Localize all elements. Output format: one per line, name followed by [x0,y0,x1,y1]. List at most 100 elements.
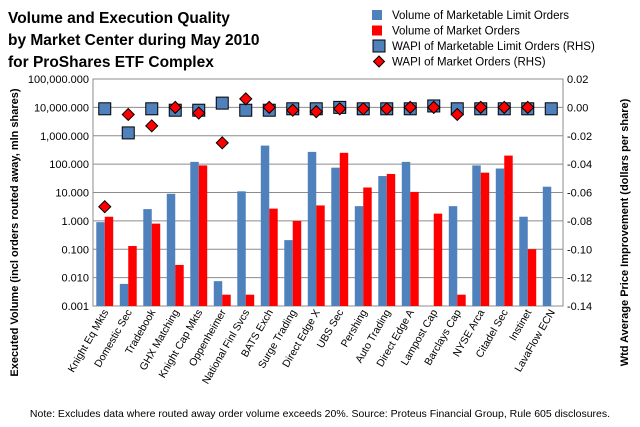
y-left-tick-label: 100.000 [49,159,89,171]
y-left-tick-label: 0.010 [61,273,89,285]
legend-item: Volume of Market Orders [372,25,520,38]
marker-wapi-market-orders [192,106,206,120]
bar-marketable-limit [213,281,223,306]
bar-marketable-limit [143,209,152,306]
legend-item: WAPI of Marketable Limit Orders (RHS) [372,39,595,53]
y-right-tick-label: 0.02 [567,74,588,86]
chart-title-line-1: Volume and Execution Quality [8,10,230,27]
legend-label: WAPI of Marketable Limit Orders (RHS) [392,41,595,53]
bar-market-orders [292,220,302,306]
legend-marker [372,55,386,68]
bar-market-orders [104,216,114,306]
marker-wapi-market-orders [356,102,370,116]
y-right-tick-label: -0.10 [567,244,592,256]
bar-marketable-limit [119,283,129,306]
bar-market-orders [245,294,255,306]
bar-marketable-limit [96,222,105,306]
bar-marketable-limit [284,240,293,306]
marker-wapi-market-orders [262,100,276,115]
y-right-tick-label: -0.06 [567,188,592,200]
marker-wapi-market-orders [380,102,394,116]
bar-marketable-limit [260,145,270,306]
plot-frame [92,78,564,307]
marker-wapi-marketable-limit [145,102,159,116]
marker-wapi-market-orders [474,100,488,115]
bar-market-orders [175,264,184,306]
y-right-tick-label: 0.00 [567,102,588,114]
marker-wapi-marketable-limit [239,103,253,117]
chart-note: Note: Excludes data where routed away or… [30,408,610,420]
legend-label: Volume of Market Orders [392,26,520,38]
bar-market-orders [386,173,396,306]
y-left-tick-label: 1,000.000 [40,131,89,143]
y-right-tick-label: -0.14 [567,301,592,313]
bar-marketable-limit [448,206,458,306]
bar-market-orders [433,213,443,306]
marker-wapi-marketable-limit [215,96,229,110]
bar-market-orders [339,152,349,306]
bar-marketable-limit [401,161,411,306]
marker-wapi-market-orders [121,107,135,122]
bar-marketable-limit [354,206,364,306]
bar-marketable-limit [519,216,528,306]
bar-marketable-limit [237,191,246,306]
legend-label: Volume of Marketable Limit Orders [392,10,569,22]
marker-wapi-market-orders [168,100,182,115]
chart-title-line-3: for ProShares ETF Complex [8,54,214,71]
bar-market-orders [269,208,278,306]
bar-market-orders [198,165,208,306]
bar-marketable-limit [190,161,199,306]
marker-wapi-market-orders [215,136,229,150]
y-left-tick-label: 1.000 [61,216,89,228]
y-right-tick-label: -0.08 [567,216,592,228]
legend-marker [372,39,386,53]
marker-wapi-marketable-limit [121,126,135,140]
bar-marketable-limit [307,151,317,306]
bar-market-orders [151,223,161,306]
y-left-tick-label: 100,000.000 [28,74,89,86]
bar-marketable-limit [495,168,505,306]
marker-wapi-market-orders [427,100,441,115]
y-right-tick-label: -0.12 [567,273,592,285]
y-left-tick-label: 0.100 [61,244,89,256]
legend-item: WAPI of Market Orders (RHS) [372,55,546,69]
bar-market-orders [316,205,325,306]
bar-marketable-limit [331,167,340,306]
bar-market-orders [480,172,490,306]
legend-item: Volume of Marketable Limit Orders [372,10,569,22]
y-left-tick-label: 10.000 [55,188,89,200]
legend-swatch [372,10,382,20]
bar-market-orders [457,294,466,306]
legend-label: WAPI of Market Orders (RHS) [392,57,546,69]
marker-wapi-market-orders [145,119,159,133]
y-right-tick-label: -0.02 [567,131,592,143]
bar-market-orders [410,191,419,306]
bar-market-orders [363,187,372,306]
y-right-tick-label: -0.04 [567,159,592,171]
marker-wapi-market-orders [98,199,112,214]
y-left-axis-title: Executed Volume (incl orders routed away… [9,88,21,376]
marker-wapi-market-orders [403,100,417,115]
y-right-axis-title: Wtd Average Price Improvement (dollars p… [619,98,631,366]
marker-wapi-market-orders [497,100,511,115]
marker-wapi-market-orders [309,104,323,119]
bar-marketable-limit [542,186,552,306]
marker-wapi-market-orders [450,107,464,122]
marker-wapi-market-orders [239,92,253,106]
y-left-tick-label: 0.001 [61,301,89,313]
chart-title-line-2: by Market Center during May 2010 [8,32,260,49]
marker-wapi-market-orders [286,103,300,117]
bar-market-orders [128,246,137,306]
bar-market-orders [222,294,231,306]
bar-marketable-limit [166,193,176,306]
legend-swatch [372,25,382,36]
marker-wapi-market-orders [521,100,535,115]
bar-market-orders [527,249,537,306]
bar-marketable-limit [472,165,481,306]
bar-market-orders [504,155,513,306]
y-left-tick-label: 10,000.000 [34,102,89,114]
legend: Volume of Marketable Limit Orders Volume … [372,10,595,69]
bar-marketable-limit [378,176,387,306]
